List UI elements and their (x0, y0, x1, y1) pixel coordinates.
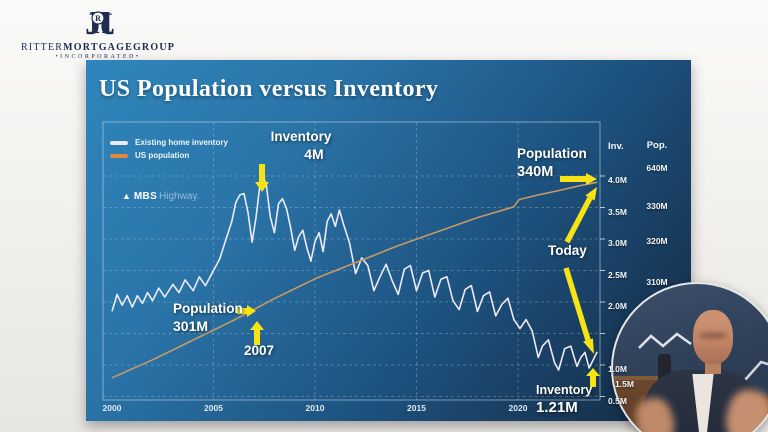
inventory-tick: 0.5M (608, 395, 627, 406)
chart-legend: Existing home inventory US population (110, 136, 228, 162)
chart-grid (102, 121, 605, 401)
population-now-arrow-icon (560, 173, 597, 185)
logo-name: RITTERMORTGAGEGROUP (8, 42, 188, 53)
annotation-inventory-peak: Inventory 4M (236, 129, 366, 163)
annotation-value: 1.21M (536, 398, 578, 416)
inventory-tick: 4.0M (608, 175, 627, 185)
svg-text:R: R (95, 14, 101, 23)
annotation-text: Population (517, 146, 587, 161)
mbs-light-text: Highway. (159, 191, 200, 202)
presenter-head (693, 310, 733, 364)
inventory-peak-arrow-icon (255, 164, 269, 192)
mbs-highway-watermark: ▲ MBS Highway. (122, 191, 199, 202)
legend-item-population: US population (110, 149, 228, 162)
population-301m-arrow-icon (237, 305, 256, 317)
chart-canvas (102, 121, 605, 401)
ritter-monogram-icon: J H J R (85, 5, 115, 42)
presentation-slide: US Population versus Inventory (86, 60, 691, 421)
annotation-value: 340M (517, 163, 554, 180)
annotation-text: Population (173, 301, 243, 316)
population-tick: 640M (646, 162, 668, 173)
annotation-today: Today (548, 243, 587, 258)
wall-art-icon (638, 332, 768, 381)
logo-name-regular: RITTER (20, 42, 64, 53)
population-tick: 330M (646, 201, 668, 211)
mbs-triangle-icon: ▲ (122, 191, 131, 201)
inventory-line-swatch (110, 140, 128, 145)
legend-label-inventory: Existing home inventory (135, 138, 228, 147)
population-line-swatch (110, 153, 128, 158)
inventory-tick: 2.0M (608, 301, 627, 311)
chart-title: US Population versus Inventory (99, 76, 439, 102)
logo-name-bold: MORTGAGEGROUP (63, 42, 176, 53)
mbs-bold-text: MBS (133, 191, 158, 202)
annotation-inventory-1-21m: Inventory 1.21M (536, 383, 592, 417)
ritter-mortgage-logo: J H J R RITTERMORTGAGEGROUP •INCORPORATE… (8, 2, 188, 60)
year-2007-arrow-icon (250, 321, 264, 345)
inventory-axis-header: Inv. (608, 141, 624, 152)
today-down-arrow-icon (563, 267, 594, 354)
annotation-arrows (237, 164, 600, 387)
x-tick: 2020 (508, 403, 528, 413)
population-axis-header: Pop. (646, 140, 668, 151)
chart-series (111, 175, 598, 379)
inventory-tick: 1.5M (615, 379, 634, 390)
x-tick: 2000 (102, 403, 122, 413)
webcam-presenter (611, 282, 768, 432)
annotation-year-2007: 2007 (244, 343, 275, 358)
presenter-face-shading (699, 332, 727, 339)
x-tick: 2005 (204, 403, 223, 413)
legend-item-inventory: Existing home inventory (110, 136, 228, 149)
annotation-text: Inventory (536, 383, 593, 397)
annotation-population-301m: Population 301M (173, 301, 243, 335)
population-tick: 310M (646, 276, 668, 287)
annotation-population-340m: Population 340M (517, 146, 587, 181)
annotation-text: Inventory (270, 129, 332, 144)
presenter-shirt (692, 374, 714, 432)
today-up-arrow-icon (564, 187, 597, 244)
population-tick: 320M (646, 235, 668, 246)
inventory-tick: 3.5M (608, 206, 627, 217)
logo-subtitle: •INCORPORATED• (55, 54, 141, 60)
x-tick: 2015 (407, 403, 426, 413)
inventory-tick: 2.5M (608, 269, 627, 280)
inventory-tick: 1.0M (608, 364, 627, 374)
legend-label-population: US population (135, 151, 190, 160)
annotation-value: 301M (173, 317, 209, 334)
annotation-value: 4M (304, 145, 324, 162)
inventory-now-arrow-icon (586, 368, 600, 387)
inventory-tick: 3.0M (608, 238, 627, 248)
x-tick: 2010 (305, 403, 325, 413)
